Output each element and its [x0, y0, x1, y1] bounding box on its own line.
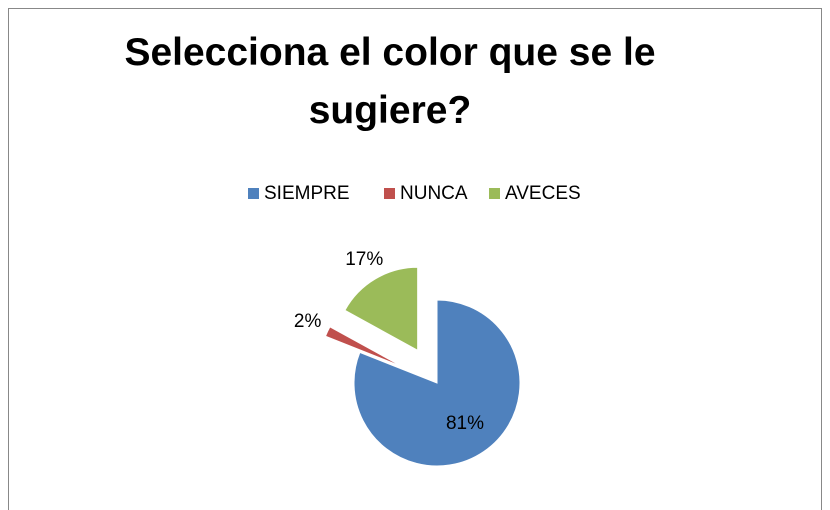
data-label: 17%: [345, 249, 383, 270]
legend-swatch: [489, 188, 500, 199]
legend-swatch: [384, 188, 395, 199]
pie-slice: [324, 326, 403, 368]
legend-swatch: [248, 188, 259, 199]
data-label: 81%: [446, 413, 484, 434]
chart-title: Selecciona el color que se le sugiere?: [124, 31, 656, 132]
pie-slice: [344, 266, 419, 352]
legend-label: AVECES: [505, 183, 581, 204]
legend-label: NUNCA: [400, 183, 468, 204]
pie-slice: [353, 299, 521, 467]
legend-label: SIEMPRE: [264, 183, 350, 204]
data-label: 2%: [294, 311, 322, 332]
